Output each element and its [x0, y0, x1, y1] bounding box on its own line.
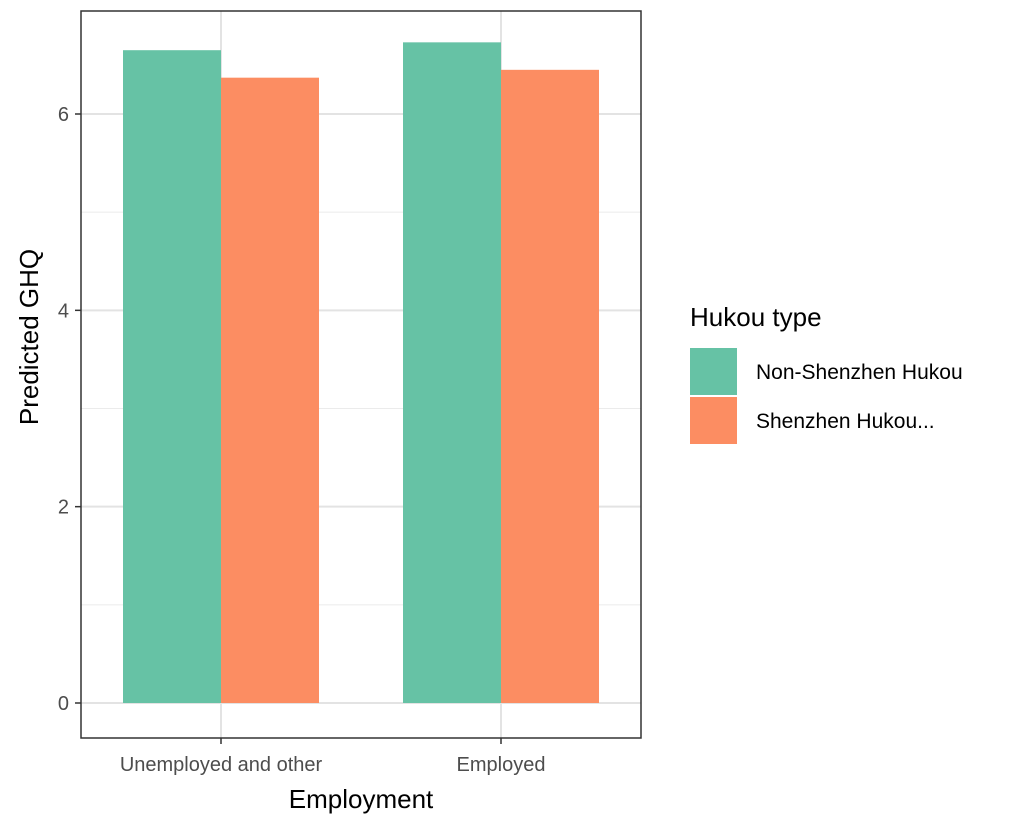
legend-title: Hukou type — [690, 302, 822, 332]
y-axis-title: Predicted GHQ — [14, 249, 44, 425]
legend: Hukou type Non-Shenzhen Hukou Shenzhen Hu… — [690, 302, 963, 444]
y-tick-label: 0 — [58, 693, 69, 715]
legend-items: Non-Shenzhen Hukou Shenzhen Hukou... — [690, 348, 963, 444]
x-axis: Unemployed and other Employed — [120, 738, 546, 776]
bar — [123, 50, 221, 704]
y-tick-label: 6 — [58, 104, 69, 126]
legend-swatch — [690, 397, 737, 444]
bars — [123, 42, 599, 704]
y-axis: 0 2 4 6 — [58, 104, 81, 715]
legend-swatch — [690, 348, 737, 395]
legend-label: Shenzhen Hukou... — [756, 410, 935, 433]
y-tick-label: 4 — [58, 300, 69, 322]
panel-border — [80, 10, 642, 739]
legend-label: Non-Shenzhen Hukou — [756, 361, 963, 384]
bar — [501, 69, 599, 703]
bar — [221, 77, 319, 703]
y-tick-label: 2 — [58, 497, 69, 519]
x-axis-title: Employment — [289, 784, 434, 814]
x-tick-label: Employed — [457, 754, 546, 776]
bar — [403, 42, 501, 704]
x-tick-label: Unemployed and other — [120, 754, 323, 776]
